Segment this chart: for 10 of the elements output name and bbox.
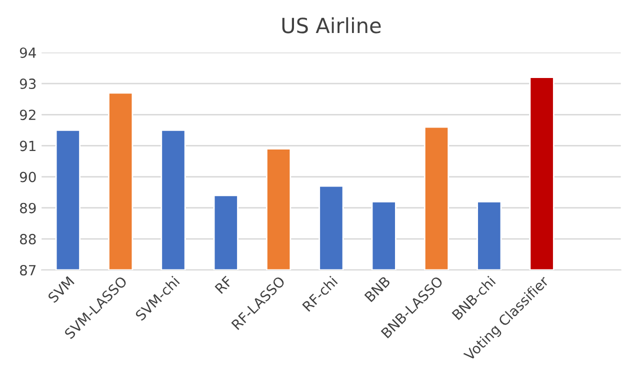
chart-title: US Airline — [282, 17, 381, 34]
y-tick-label: 93 — [20, 78, 36, 90]
y-tick-label: 88 — [20, 234, 36, 244]
y-tick-label: 87 — [20, 264, 36, 276]
y-tick-label: 91 — [20, 140, 36, 152]
x-tick-label: RF — [214, 276, 233, 294]
y-tick-label: 94 — [20, 47, 36, 58]
y-tick-label: 89 — [20, 202, 36, 214]
y-tick-label: 90 — [20, 172, 36, 182]
y-tick-label: 92 — [20, 110, 36, 120]
